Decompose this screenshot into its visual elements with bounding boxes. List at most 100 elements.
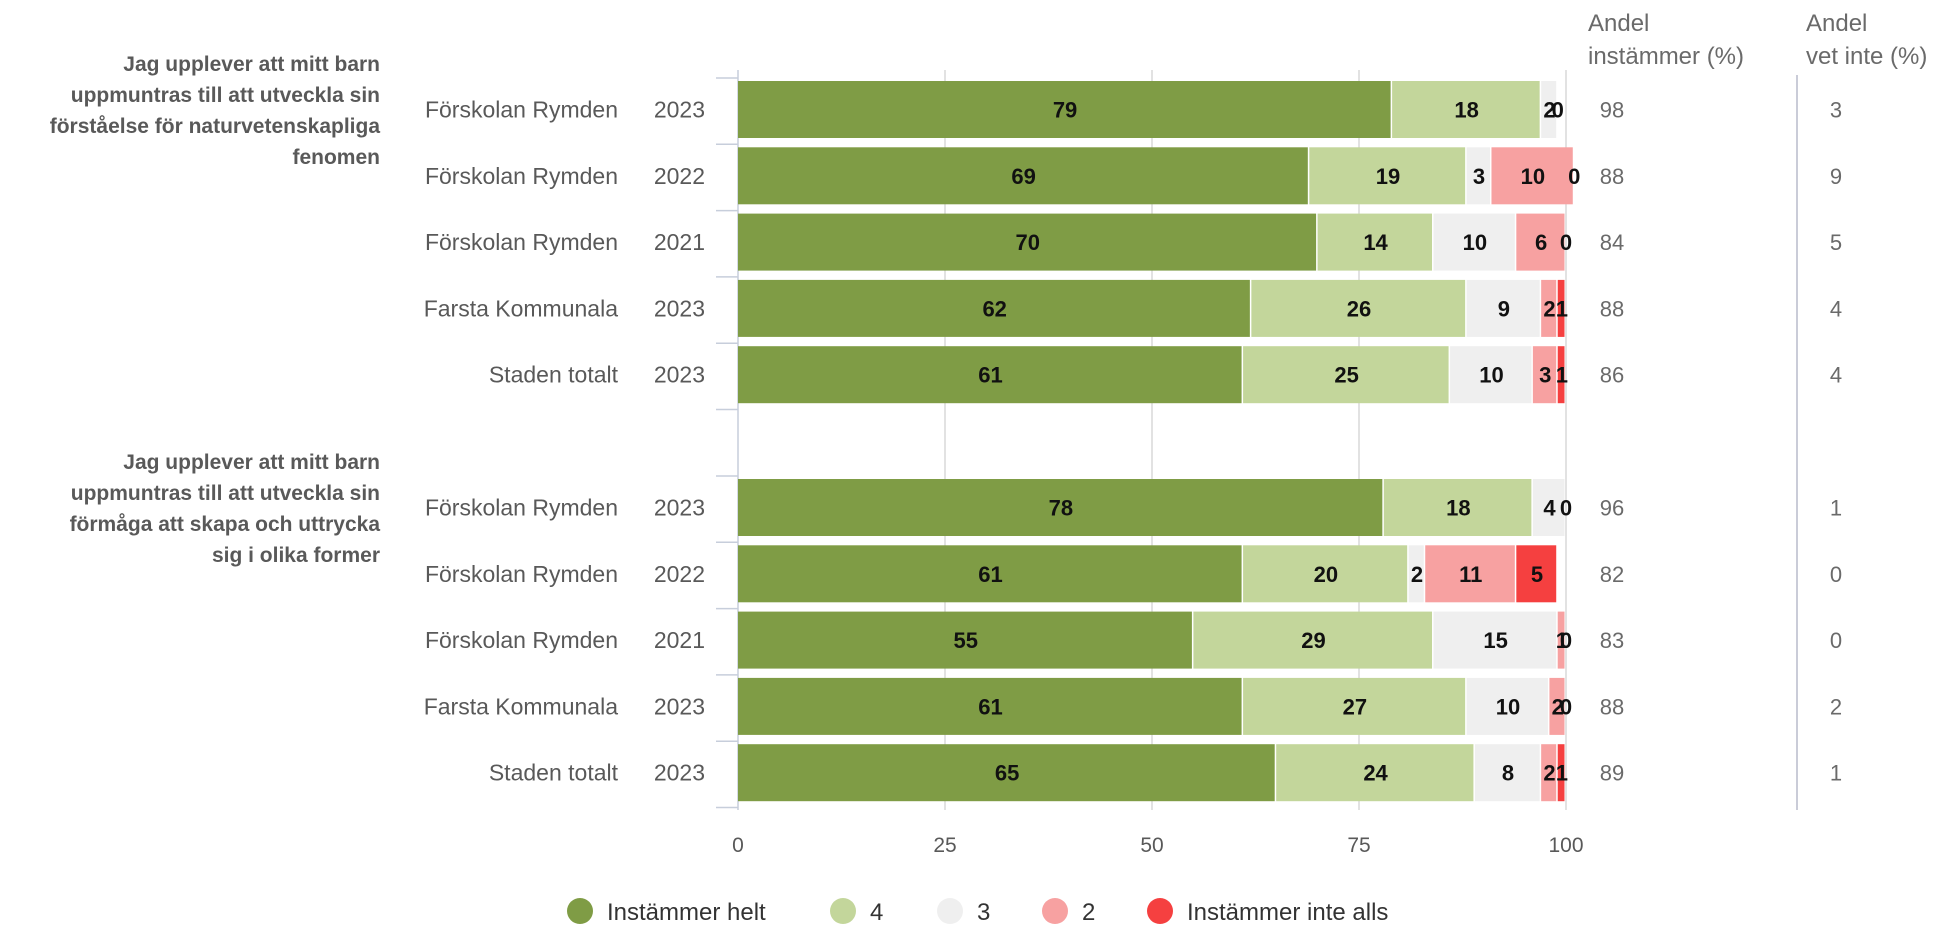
bar-segment: [1317, 213, 1433, 271]
bar-segment: [738, 213, 1317, 271]
legend-label: 4: [870, 899, 883, 926]
question-text: uppmuntras till att utveckla sin: [71, 84, 380, 107]
bar-segment: [1541, 744, 1557, 802]
segment-value-label: 65: [995, 761, 1019, 786]
segment-value-label: 18: [1454, 98, 1478, 123]
segment-value-label: 2: [1552, 694, 1564, 719]
andel-vet-inte-value: 5: [1830, 230, 1842, 255]
segment-value-label: 9: [1498, 296, 1510, 321]
segment-value-label: 61: [978, 562, 1002, 587]
bar-segment: [1541, 81, 1557, 138]
segment-value-label: 10: [1496, 694, 1520, 719]
segment-value-label: 25: [1334, 363, 1358, 388]
bar-segment: [1408, 545, 1424, 603]
row-unit-label: Farsta Kommunala: [424, 693, 619, 719]
segment-value-label: 20: [1314, 562, 1338, 587]
legend-label: 2: [1082, 899, 1095, 926]
segment-value-label: 69: [1011, 164, 1035, 189]
andel-vet-inte-value: 0: [1830, 562, 1842, 587]
question-text: förståelse för naturvetenskapliga: [50, 115, 381, 138]
andel-vet-inte-value: 4: [1830, 296, 1842, 321]
x-tick-label: 100: [1548, 834, 1583, 857]
andel-instammer-value: 89: [1600, 761, 1624, 786]
bar-segment: [1549, 677, 1565, 735]
andel-instammer-value: 84: [1600, 230, 1624, 255]
segment-value-label: 10: [1479, 363, 1503, 388]
bar-segment: [1276, 744, 1474, 802]
segment-value-label: 2: [1543, 98, 1555, 123]
bar-segment: [738, 611, 1192, 669]
andel-vet-inte-value: 1: [1830, 761, 1842, 786]
segment-value-label: 70: [1016, 230, 1040, 255]
bar-segment: [1433, 611, 1557, 669]
bar-segment: [1243, 545, 1408, 603]
segment-value-label: 24: [1363, 761, 1388, 786]
segment-value-label: 26: [1347, 296, 1371, 321]
legend-label: 3: [977, 899, 990, 926]
segment-value-label: 79: [1053, 98, 1077, 123]
legend-marker: [1147, 898, 1173, 924]
bar-segment: [1466, 677, 1548, 735]
segment-value-label: 62: [982, 296, 1006, 321]
legend-marker: [830, 898, 856, 924]
row-unit-label: Förskolan Rymden: [425, 229, 618, 255]
segment-value-label: 55: [953, 628, 977, 653]
segment-value-label: 2: [1543, 296, 1555, 321]
andel-instammer-value: 96: [1600, 496, 1624, 521]
andel-vet-inte-value: 3: [1830, 98, 1842, 123]
row-unit-label: Farsta Kommunala: [424, 295, 619, 321]
segment-value-label: 18: [1446, 496, 1470, 521]
bar-segment: [1450, 346, 1532, 404]
bar-segment: [1474, 744, 1540, 802]
row-year-label: 2023: [654, 97, 705, 123]
legend-label: Instämmer helt: [607, 899, 766, 926]
row-year-label: 2023: [654, 760, 705, 786]
segment-value-label: 4: [1543, 496, 1556, 521]
row-unit-label: Staden totalt: [489, 760, 619, 786]
andel-instammer-value: 82: [1600, 562, 1624, 587]
segment-value-label: 3: [1473, 164, 1485, 189]
legend-label: Instämmer inte alls: [1187, 899, 1388, 926]
segment-value-label: 3: [1539, 363, 1551, 388]
column-header-line1: Andel: [1588, 10, 1649, 37]
question-text: sig i olika former: [212, 544, 380, 567]
row-year-label: 2023: [654, 693, 705, 719]
row-year-label: 2022: [654, 163, 705, 189]
bar-segment: [1532, 479, 1565, 536]
bar-segment: [1251, 279, 1466, 337]
andel-instammer-value: 88: [1600, 694, 1624, 719]
segment-value-label: 1: [1556, 363, 1568, 388]
andel-instammer-value: 83: [1600, 628, 1624, 653]
andel-instammer-value: 88: [1600, 164, 1624, 189]
andel-vet-inte-value: 4: [1830, 363, 1842, 388]
row-year-label: 2021: [654, 229, 705, 255]
x-tick-label: 75: [1347, 834, 1370, 857]
segment-value-label: 61: [978, 363, 1002, 388]
bar-segment: [1557, 279, 1565, 337]
bar-segment: [1433, 213, 1515, 271]
legend-marker: [1042, 898, 1068, 924]
legend-marker: [937, 898, 963, 924]
segment-value-label: 10: [1521, 164, 1545, 189]
segment-value-label: 0: [1568, 164, 1580, 189]
segment-value-label: 1: [1556, 761, 1568, 786]
column-header-line1: Andel: [1806, 10, 1867, 37]
row-year-label: 2022: [654, 561, 705, 587]
bar-segment: [738, 677, 1242, 735]
column-header-line2: vet inte (%): [1806, 43, 1927, 70]
bar-segment: [1516, 545, 1557, 603]
bar-segment: [1425, 545, 1515, 603]
bar-segment: [738, 81, 1391, 138]
andel-vet-inte-value: 2: [1830, 694, 1842, 719]
bar-segment: [1309, 147, 1466, 205]
segment-value-label: 0: [1552, 98, 1564, 123]
bar-segment: [1392, 81, 1540, 138]
bar-segment: [1383, 479, 1532, 536]
row-unit-label: Förskolan Rymden: [425, 495, 618, 521]
row-year-label: 2023: [654, 295, 705, 321]
bar-segment: [1557, 346, 1565, 404]
segment-value-label: 15: [1483, 628, 1507, 653]
bar-segment: [1243, 346, 1449, 404]
